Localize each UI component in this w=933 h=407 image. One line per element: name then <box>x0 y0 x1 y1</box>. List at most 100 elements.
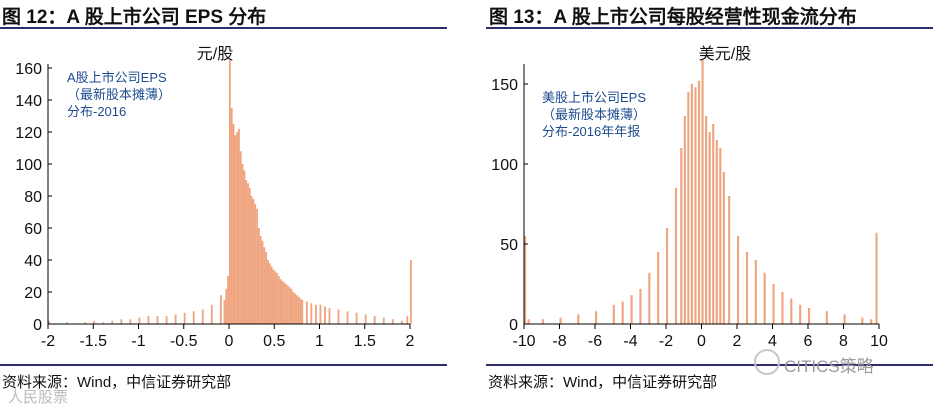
left-bar <box>290 288 293 324</box>
right-bar <box>745 252 749 324</box>
right-chart-note: 美股上市公司EPS （最新股本摊薄） 分布-2016年年报 <box>542 89 646 140</box>
right-bar <box>697 80 701 324</box>
right-bar <box>595 311 598 324</box>
left-bar <box>286 285 289 324</box>
left-bar <box>156 316 159 324</box>
right-bar <box>772 284 775 324</box>
left-x-tick-label: 1.5 <box>354 333 376 350</box>
left-bar <box>201 309 204 324</box>
left-bar <box>227 276 229 324</box>
left-note-line-3: 分布-2016 <box>67 104 127 119</box>
left-title-rule <box>0 27 447 29</box>
right-bar <box>630 295 633 324</box>
right-bar <box>719 148 722 324</box>
left-x-tick-label: 1 <box>315 333 324 350</box>
right-source: 资料来源：Wind，中信证券研究部 <box>488 374 718 391</box>
left-bar <box>400 320 403 324</box>
left-figure-title: 图 12：A 股上市公司 EPS 分布 <box>2 7 267 28</box>
left-histogram: 0 20 40 60 80 100 120 140 160 -2 -1.5 -1 -0.5 0 0.5 1 1.… <box>15 60 415 350</box>
left-bar <box>259 236 262 324</box>
left-y-tick-label: 160 <box>15 61 42 78</box>
right-bar <box>694 87 697 324</box>
left-bar <box>276 272 278 324</box>
left-bar <box>111 320 114 324</box>
left-x-tick-label: -2 <box>41 333 55 350</box>
left-bottom-rule <box>0 364 447 366</box>
left-bar <box>66 322 68 324</box>
left-bar <box>274 271 277 324</box>
right-bar <box>577 314 580 324</box>
left-bar <box>248 188 251 324</box>
left-bar <box>337 309 340 324</box>
left-bar <box>301 300 304 324</box>
right-bar <box>701 60 704 324</box>
left-bar <box>239 151 242 324</box>
right-x-tick-label: 2 <box>733 333 742 350</box>
left-bar <box>314 304 317 324</box>
right-bar <box>781 292 784 324</box>
right-note-line-2: （最新股本摊薄） <box>542 107 647 122</box>
left-bar <box>328 308 331 324</box>
left-bar <box>232 124 235 324</box>
left-bar <box>238 128 240 324</box>
left-bar <box>295 295 298 324</box>
left-x-tick-label: 2 <box>406 333 415 350</box>
left-bar <box>241 164 244 324</box>
right-bar <box>708 132 711 324</box>
left-unit-label: 元/股 <box>196 46 234 63</box>
left-source: 资料来源：Wind，中信证券研究部 <box>2 374 232 391</box>
left-bar <box>250 196 253 324</box>
right-x-tick-label: -8 <box>552 333 566 350</box>
left-bar <box>277 276 280 324</box>
right-bar <box>737 236 740 324</box>
right-bar <box>559 317 562 324</box>
right-x-tick-label: 6 <box>804 333 813 350</box>
left-bar <box>410 260 412 324</box>
right-bar <box>524 236 527 324</box>
right-bottom-rule <box>486 364 933 366</box>
left-bar <box>230 108 233 324</box>
right-y-tick-label: 0 <box>509 317 518 334</box>
right-bar <box>639 288 642 324</box>
left-bar <box>346 311 349 324</box>
left-bar <box>243 170 246 324</box>
right-histogram: 0 50 100 150 -10 -8 -6 -4 -2 0 2 4 6 8 10 <box>491 60 888 350</box>
right-note-line-3: 分布-2016年年报 <box>542 124 641 139</box>
left-bar <box>48 320 50 324</box>
right-bar <box>799 304 802 324</box>
right-bar <box>712 124 715 324</box>
right-x-tick-label: 4 <box>768 333 777 350</box>
left-note-line-1: A股上市公司EPS <box>67 70 167 85</box>
right-note-line-1: 美股上市公司EPS <box>542 90 647 105</box>
right-bar <box>808 308 811 324</box>
left-bar <box>272 269 275 324</box>
left-bar <box>263 247 266 324</box>
left-bar <box>138 317 141 324</box>
left-bar <box>382 317 385 324</box>
right-bar <box>648 272 651 324</box>
right-bar <box>875 232 878 324</box>
right-bar <box>790 298 793 324</box>
left-bar <box>165 316 168 324</box>
left-bar <box>129 319 132 324</box>
left-bar <box>245 180 248 324</box>
left-bar <box>183 312 186 324</box>
left-bar <box>288 287 291 324</box>
right-x-tick-label: -4 <box>623 333 637 350</box>
left-chart-note: A股上市公司EPS （最新股本摊薄） 分布-2016 <box>67 69 171 120</box>
right-figure-title: 图 13：A 股上市公司每股经营性现金流分布 <box>489 7 857 28</box>
right-bar <box>754 260 757 324</box>
left-bar <box>234 135 237 324</box>
left-bar <box>281 280 284 324</box>
right-bar <box>527 319 530 324</box>
left-bar <box>310 303 313 324</box>
left-y-tick-label: 80 <box>24 189 42 206</box>
left-bar <box>270 266 273 324</box>
left-bar <box>285 284 287 324</box>
left-watermark: 人民股票 <box>8 389 69 406</box>
left-y-tick-label: 120 <box>15 125 42 142</box>
left-bar <box>373 316 376 324</box>
left-x-tick-label: 0 <box>225 333 234 350</box>
right-x-tick-label: 0 <box>697 333 706 350</box>
left-bar <box>219 295 222 324</box>
